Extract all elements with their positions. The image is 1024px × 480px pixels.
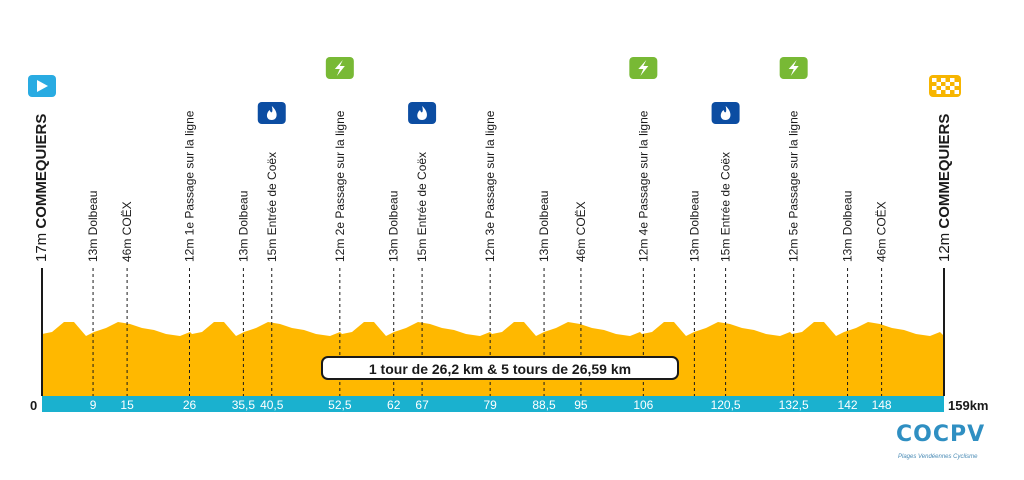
waypoint-km-11: 106: [633, 398, 653, 412]
waypoint-label-14: 12m 5e Passage sur la ligne: [787, 110, 801, 262]
waypoint-km-9: 88,5: [532, 398, 556, 412]
waypoint-label-2: 12m 1e Passage sur la ligne: [182, 110, 196, 262]
waypoint-label-1: 46m COËX: [120, 201, 134, 262]
waypoint-km-5: 52,5: [328, 398, 352, 412]
waypoint-label-5: 12m 2e Passage sur la ligne: [333, 110, 347, 262]
finish-label: 12m COMMEQUIERS: [936, 114, 953, 262]
start-altitude: 17m: [33, 229, 50, 262]
waypoint-km-13: 120,5: [711, 398, 741, 412]
bolt-icon: [325, 57, 354, 79]
finish-name: COMMEQUIERS: [936, 114, 953, 229]
start-label: 17m COMMEQUIERS: [33, 114, 50, 262]
finish-altitude: 12m: [936, 229, 953, 262]
waypoint-label-9: 13m Dolbeau: [537, 191, 551, 262]
distance-baseline: [42, 396, 944, 412]
waypoint-label-7: 15m Entrée de Coëx: [415, 152, 429, 262]
waypoint-label-13: 15m Entrée de Coëx: [719, 152, 733, 262]
waypoint-km-10: 95: [574, 398, 588, 412]
waypoint-km-2: 26: [183, 398, 197, 412]
start-name: COMMEQUIERS: [33, 114, 50, 229]
flame-icon: [257, 102, 286, 124]
waypoint-km-1: 15: [120, 398, 134, 412]
waypoint-km-7: 67: [415, 398, 429, 412]
waypoint-km-8: 79: [483, 398, 497, 412]
waypoint-label-11: 12m 4e Passage sur la ligne: [636, 110, 650, 262]
waypoint-label-12: 13m Dolbeau: [687, 191, 701, 262]
finish-km-label: 159km: [948, 398, 988, 413]
waypoint-km-4: 40,5: [260, 398, 284, 412]
waypoint-label-8: 12m 3e Passage sur la ligne: [483, 110, 497, 262]
logo-text: COCPV: [896, 422, 986, 447]
flame-icon: [711, 102, 740, 124]
waypoint-km-15: 142: [838, 398, 858, 412]
lap-banner-text: 1 tour de 26,2 km & 5 tours de 26,59 km: [369, 361, 631, 377]
waypoint-label-3: 13m Dolbeau: [236, 191, 250, 262]
bolt-icon: [629, 57, 658, 79]
waypoint-label-0: 13m Dolbeau: [86, 191, 100, 262]
waypoint-km-16: 148: [872, 398, 892, 412]
waypoint-km-0: 9: [90, 398, 97, 412]
flame-icon: [408, 102, 437, 124]
logo-subtitle: Plages Vendéennes Cyclisme: [898, 454, 978, 460]
waypoint-label-10: 46m COËX: [574, 201, 588, 262]
waypoint-label-15: 13m Dolbeau: [841, 191, 855, 262]
start-icon: [28, 75, 56, 97]
waypoint-label-4: 15m Entrée de Coëx: [265, 152, 279, 262]
waypoint-km-14: 132,5: [779, 398, 809, 412]
lap-banner: [321, 356, 679, 380]
start-km-label: 0: [30, 398, 37, 413]
waypoint-km-3: 35,5: [232, 398, 256, 412]
waypoint-label-6: 13m Dolbeau: [387, 191, 401, 262]
bolt-icon: [779, 57, 808, 79]
waypoint-label-16: 46m COËX: [875, 201, 889, 262]
organizer-logo: COCPV Plages Vendéennes Cyclisme: [896, 422, 996, 472]
waypoint-km-6: 62: [387, 398, 401, 412]
finish-flag-icon: [929, 75, 961, 97]
